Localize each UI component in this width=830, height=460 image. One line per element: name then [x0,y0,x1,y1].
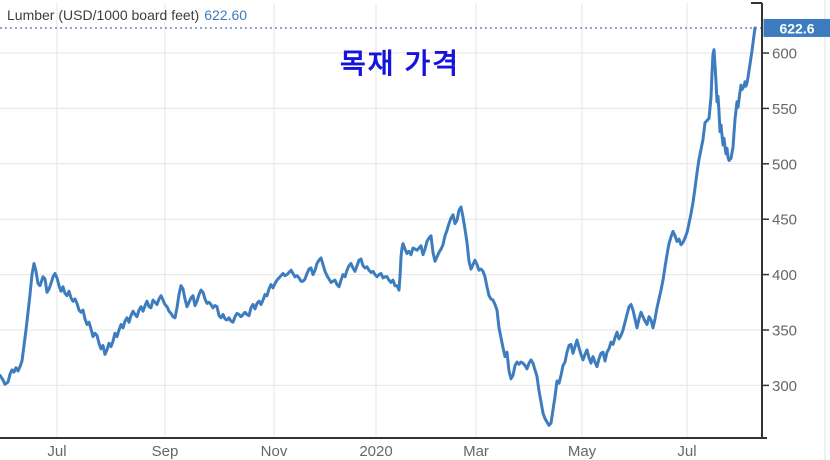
y-tick-label: 600 [772,46,797,63]
y-tick-label: 450 [772,212,797,229]
price-badge-rect [763,18,830,37]
x-tick-label: May [568,443,597,460]
x-tick-label: Nov [261,443,288,460]
x-tick-label: Mar [463,443,489,460]
y-tick-label: 550 [772,101,797,118]
chart-last-price: 622.60 [204,7,248,23]
y-tick-label: 350 [772,323,797,340]
y-tick-label: 300 [772,378,797,395]
chart-title: Lumber (USD/1000 board feet) [7,7,200,23]
current-price-badge: 622.6 [763,18,830,37]
y-tick-label: 400 [772,267,797,284]
y-tick-label: 500 [772,156,797,173]
lumber-price-line[interactable] [0,26,757,427]
x-tick-label: Jul [677,443,696,460]
axes: 300 350 400 450 500 550 600 Jul Sep Nov 2020 Mar May… [0,2,797,460]
x-tick-label: Sep [152,443,179,460]
annotation-korean-lumber-price: 목재 가격 [339,49,461,80]
gridlines [0,3,762,438]
chart-header: Lumber (USD/1000 board feet) 622.60 [7,7,247,23]
price-badge-text: 622.6 [779,20,814,36]
x-tick-label: Jul [47,443,66,460]
x-tick-label: 2020 [359,443,392,460]
